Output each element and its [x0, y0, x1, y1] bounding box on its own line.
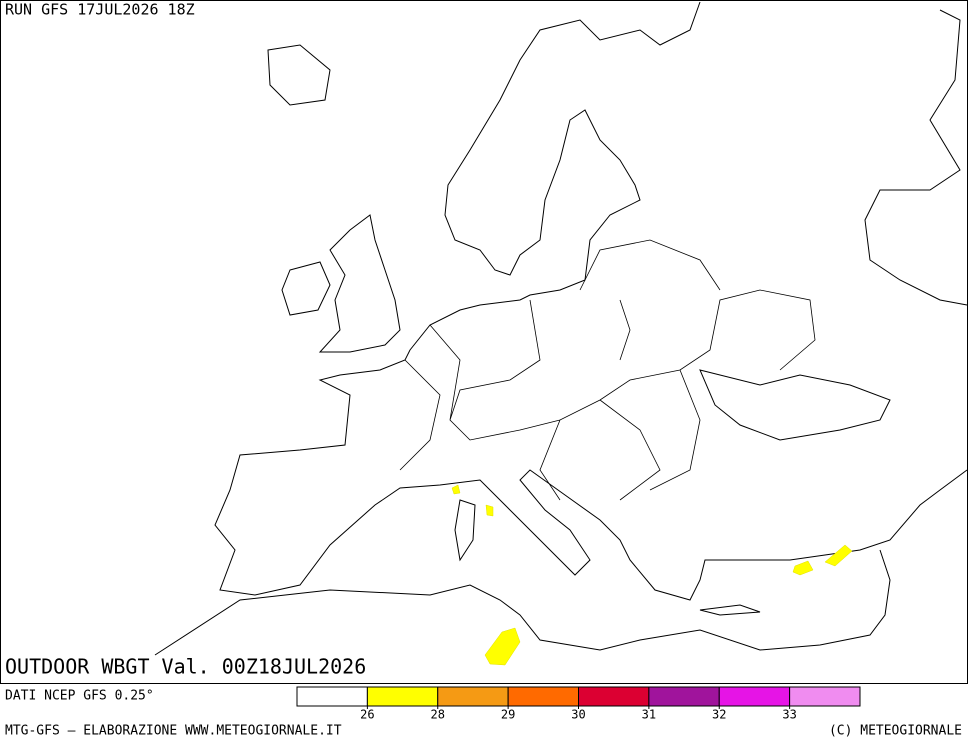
footer-left: MTG-GFS — ELABORAZIONE WWW.METEOGIORNALE… [5, 724, 342, 739]
source-label: DATI NCEP GFS 0.25° [5, 689, 154, 704]
tick-label: 30 [571, 708, 585, 722]
tick-label: 31 [642, 708, 656, 722]
map-title: OUTDOOR WBGT Val. 00Z18JUL2026 [5, 655, 366, 679]
tick-label: 29 [501, 708, 515, 722]
color-box [296, 686, 368, 707]
map-outlines [154, 1, 968, 666]
tick-label: 32 [712, 708, 726, 722]
colorbar: 26 28 29 30 31 32 33 [296, 686, 861, 722]
footer-right: (C) METEOGIORNALE [829, 724, 962, 739]
run-label: RUN GFS 17JUL2026 18Z [5, 1, 195, 19]
color-box [648, 686, 720, 707]
color-box [366, 686, 439, 707]
tick-label: 33 [782, 708, 796, 722]
tick-label: 28 [431, 708, 445, 722]
tick-label: 26 [360, 708, 374, 722]
color-box [507, 686, 579, 707]
color-box [578, 686, 650, 707]
map-frame [0, 0, 968, 684]
color-box [789, 686, 861, 707]
color-box [718, 686, 791, 707]
color-box [437, 686, 509, 707]
